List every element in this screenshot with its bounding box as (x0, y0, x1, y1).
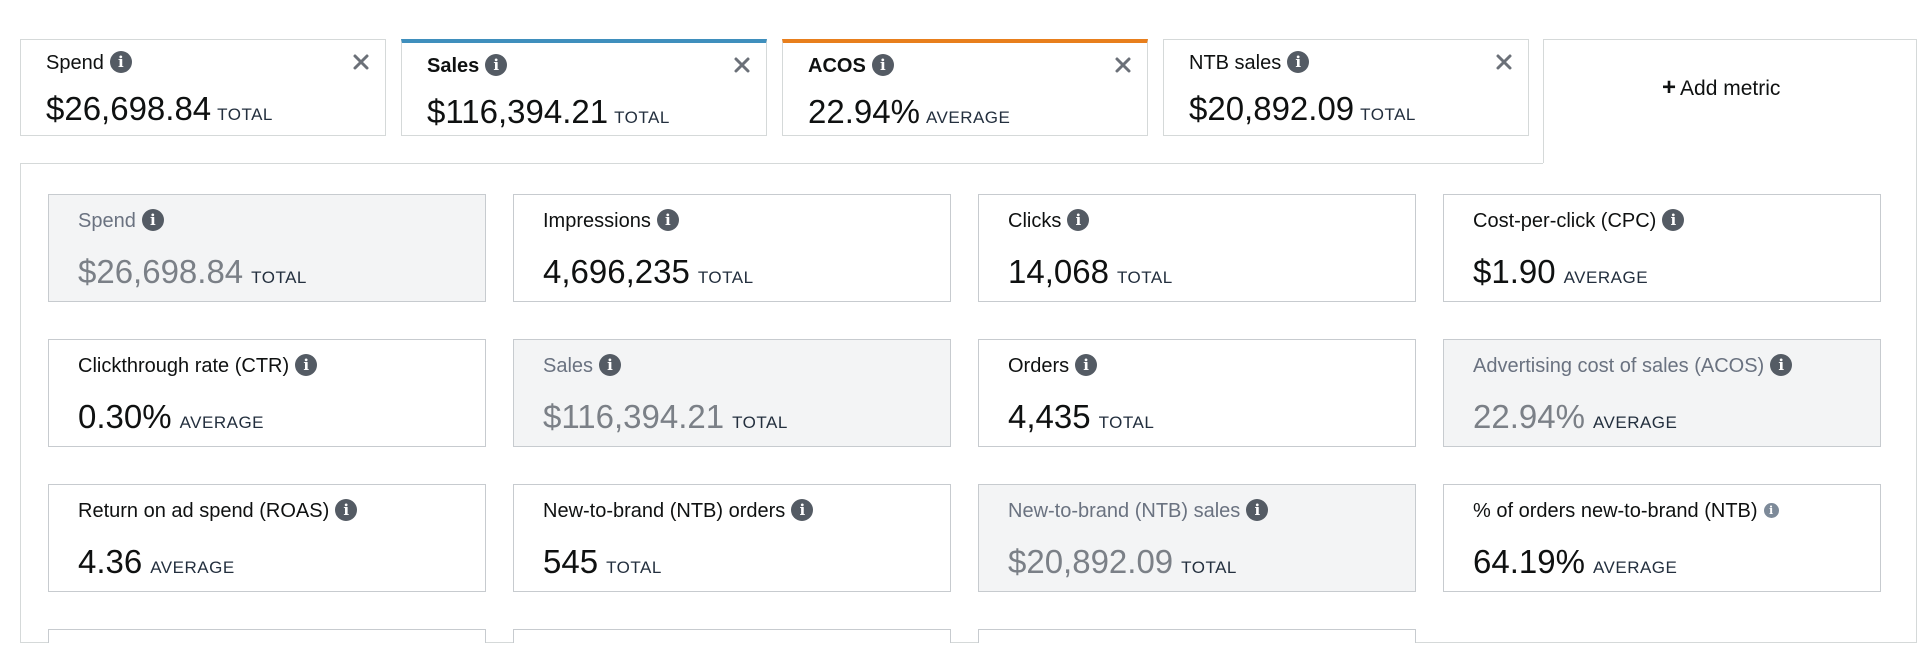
metric-card-partial (513, 629, 951, 643)
metric-card-unit: TOTAL (1116, 268, 1173, 287)
metric-card-label: Advertising cost of sales (ACOS) i (1473, 353, 1793, 378)
metric-card-label: Sales i (543, 353, 622, 378)
info-icon[interactable]: i (1770, 353, 1793, 376)
info-icon[interactable]: i (485, 53, 508, 76)
metric-card-value: $26,698.84 TOTAL (78, 253, 307, 290)
metric-tab-unit: AVERAGE (925, 108, 1011, 127)
metric-card-unit: AVERAGE (1592, 413, 1678, 432)
metric-card-ntb-orders[interactable]: New-to-brand (NTB) orders i 545 TOTAL (513, 484, 951, 592)
metric-card-label: Impressions i (543, 208, 679, 233)
metric-card-unit: TOTAL (251, 268, 307, 287)
metric-card-unit: AVERAGE (1592, 558, 1678, 577)
metric-card-partial (978, 629, 1416, 643)
metric-card-value: $116,394.21 TOTAL (543, 398, 788, 435)
metric-card-label: Clicks i (1008, 208, 1090, 233)
metric-card-cpc[interactable]: Cost-per-click (CPC) i $1.90 AVERAGE (1443, 194, 1881, 302)
info-icon[interactable]: i (109, 50, 132, 73)
close-icon[interactable] (1494, 52, 1514, 72)
metric-tab-value: $20,892.09 TOTAL (1189, 90, 1416, 127)
info-icon[interactable]: i (1067, 208, 1090, 231)
metric-card-unit: TOTAL (606, 558, 662, 577)
metric-card-sales[interactable]: Sales i $116,394.21 TOTAL (513, 339, 951, 447)
metric-card-value: 64.19% AVERAGE (1473, 543, 1678, 580)
metric-tab-label: Spend i (46, 50, 132, 75)
metric-card-partial (48, 629, 486, 643)
metric-picker-panel: Spend i $26,698.84 TOTAL Impressions i 4,69… (20, 163, 1917, 643)
metric-card-label: Cost-per-click (CPC) i (1473, 208, 1685, 233)
metric-tab-value: $116,394.21 TOTAL (427, 93, 670, 130)
metric-card-unit: TOTAL (1181, 558, 1237, 577)
info-icon[interactable]: i (1287, 50, 1310, 73)
metric-card-roas[interactable]: Return on ad spend (ROAS) i 4.36 AVERAGE (48, 484, 486, 592)
metric-card-ctr[interactable]: Clickthrough rate (CTR) i 0.30% AVERAGE (48, 339, 486, 447)
metric-card-value: 4,435 TOTAL (1008, 398, 1155, 435)
info-icon[interactable]: i (656, 208, 679, 231)
metric-card-value: $1.90 AVERAGE (1473, 253, 1649, 290)
metric-card-unit: AVERAGE (150, 558, 235, 577)
metric-card-orders[interactable]: Orders i 4,435 TOTAL (978, 339, 1416, 447)
metric-card-label: Clickthrough rate (CTR) i (78, 353, 318, 378)
metric-card-value: 4,696,235 TOTAL (543, 253, 754, 290)
add-metric-tab: + Add metric (1543, 39, 1917, 165)
close-icon[interactable] (351, 52, 371, 72)
add-metric-button[interactable]: + Add metric (1662, 74, 1780, 102)
metric-card-value: 4.36 AVERAGE (78, 543, 235, 580)
metric-tab-spend[interactable]: Spend i $26,698.84 TOTAL (20, 39, 386, 136)
metric-tab-unit: TOTAL (1360, 105, 1416, 124)
metric-card-unit: TOTAL (697, 268, 754, 287)
plus-icon: + (1662, 74, 1677, 101)
metric-card-unit: AVERAGE (179, 413, 265, 432)
metric-tab-value: 22.94% AVERAGE (808, 93, 1011, 130)
info-icon[interactable]: i (871, 53, 894, 76)
close-icon[interactable] (1113, 55, 1133, 75)
add-metric-label: Add metric (1680, 77, 1781, 100)
info-icon[interactable]: i (1763, 503, 1779, 519)
metric-tab-label: ACOS i (808, 53, 894, 78)
metric-card-impressions[interactable]: Impressions i 4,696,235 TOTAL (513, 194, 951, 302)
close-icon[interactable] (732, 55, 752, 75)
metric-card-unit: TOTAL (732, 413, 788, 432)
metric-card-unit: AVERAGE (1563, 268, 1649, 287)
info-icon[interactable]: i (335, 498, 358, 521)
metric-tab-unit: TOTAL (217, 105, 273, 124)
metric-tab-label: NTB sales i (1189, 50, 1310, 75)
metric-card-spend[interactable]: Spend i $26,698.84 TOTAL (48, 194, 486, 302)
info-icon[interactable]: i (1662, 208, 1685, 231)
metric-card-label: New-to-brand (NTB) orders i (543, 498, 814, 523)
metric-tab-label: Sales i (427, 53, 508, 78)
metric-tab-sales[interactable]: Sales i $116,394.21 TOTAL (401, 39, 767, 136)
metric-card-clicks[interactable]: Clicks i 14,068 TOTAL (978, 194, 1416, 302)
info-icon[interactable]: i (791, 498, 814, 521)
metric-tab-value: $26,698.84 TOTAL (46, 90, 273, 127)
info-icon[interactable]: i (141, 208, 164, 231)
metric-card-ntb-sales[interactable]: New-to-brand (NTB) sales i $20,892.09 TOTA… (978, 484, 1416, 592)
info-icon[interactable]: i (599, 353, 622, 376)
metric-card-value: 545 TOTAL (543, 543, 662, 580)
metric-card-label: % of orders new-to-brand (NTB) i (1473, 500, 1779, 523)
panel-tab-join (1543, 163, 1916, 166)
metric-card-value: $20,892.09 TOTAL (1008, 543, 1237, 580)
metric-tab-ntb-sales[interactable]: NTB sales i $20,892.09 TOTAL (1163, 39, 1529, 136)
info-icon[interactable]: i (295, 353, 318, 376)
metric-card-label: Orders i (1008, 353, 1098, 378)
metric-card-acos[interactable]: Advertising cost of sales (ACOS) i 22.94%… (1443, 339, 1881, 447)
info-icon[interactable]: i (1075, 353, 1098, 376)
metric-card-label: Return on ad spend (ROAS) i (78, 498, 358, 523)
metric-card-value: 22.94% AVERAGE (1473, 398, 1678, 435)
metric-card-pct-orders-ntb[interactable]: % of orders new-to-brand (NTB) i 64.19% AV… (1443, 484, 1881, 592)
metric-tab-acos[interactable]: ACOS i 22.94% AVERAGE (782, 39, 1148, 136)
metric-card-label: New-to-brand (NTB) sales i (1008, 498, 1269, 523)
info-icon[interactable]: i (1246, 498, 1269, 521)
metric-card-value: 14,068 TOTAL (1008, 253, 1173, 290)
metric-card-unit: TOTAL (1098, 413, 1155, 432)
metric-tab-unit: TOTAL (614, 108, 670, 127)
metric-card-value: 0.30% AVERAGE (78, 398, 265, 435)
metric-card-label: Spend i (78, 208, 164, 233)
